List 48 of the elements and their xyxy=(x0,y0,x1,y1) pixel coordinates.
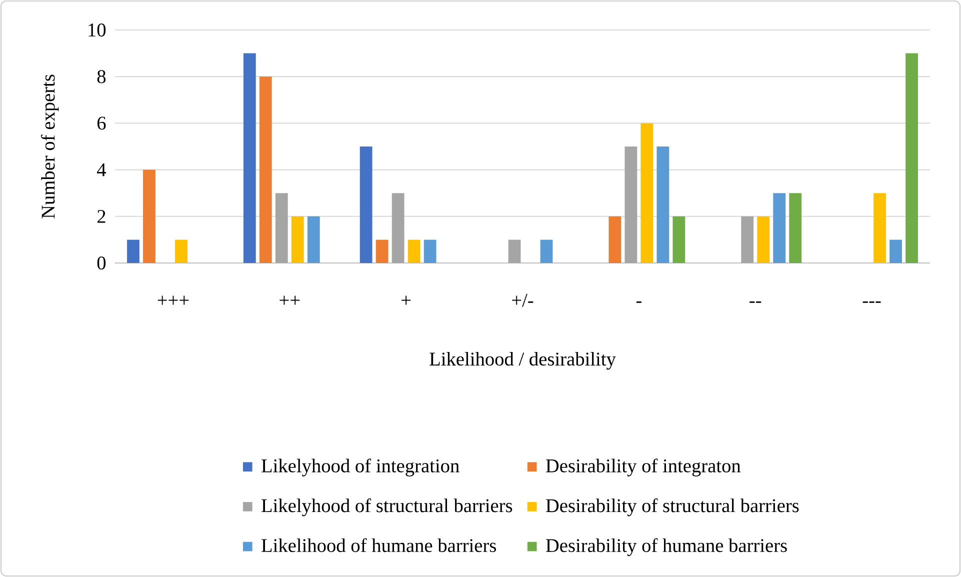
legend-label: Likelyhood of integration xyxy=(262,458,460,476)
x-tick-label: + xyxy=(402,296,411,305)
bar xyxy=(408,240,420,263)
bar xyxy=(392,193,404,263)
x-tick-label: ++ xyxy=(280,296,300,305)
bar xyxy=(360,146,372,263)
bar xyxy=(508,240,521,263)
x-tick-label: - xyxy=(636,301,642,303)
y-tick-label: 8 xyxy=(97,70,106,84)
y-tick-label: 2 xyxy=(97,210,106,223)
bar xyxy=(259,76,272,263)
bar xyxy=(640,123,654,263)
x-tick-label: --- xyxy=(862,301,881,303)
bar xyxy=(275,193,288,263)
bar xyxy=(789,193,802,263)
bar xyxy=(624,146,638,263)
x-tick-label: +++ xyxy=(158,296,189,305)
bar xyxy=(608,216,622,263)
x-tick-label: -- xyxy=(750,301,762,303)
bar xyxy=(890,240,902,263)
bar xyxy=(874,193,886,263)
y-tick-label: 10 xyxy=(88,23,106,37)
y-tick-label: 0 xyxy=(97,256,106,270)
bar xyxy=(127,240,140,263)
y-axis-title: Number of experts xyxy=(40,74,59,218)
y-tick-label: 4 xyxy=(97,163,106,176)
bar xyxy=(773,193,786,263)
y-tick-label: 6 xyxy=(97,116,106,130)
bar xyxy=(672,216,686,263)
x-axis-title: Likelihood / desirability xyxy=(430,352,616,370)
bar xyxy=(906,53,918,263)
x-tick-label: +/- xyxy=(512,294,534,307)
bar xyxy=(143,170,156,263)
legend-label: Likelyhood of structural barriers xyxy=(262,498,512,516)
bar xyxy=(757,216,770,263)
bar xyxy=(656,146,670,263)
bar xyxy=(291,216,304,263)
legend-label: Likelihood of humane barriers xyxy=(262,538,496,552)
bar xyxy=(307,216,320,263)
legend-label: Desirability of humane barriers xyxy=(546,538,787,556)
bar xyxy=(376,240,388,263)
legend-label: Desirability of integraton xyxy=(546,458,741,476)
bar xyxy=(243,53,256,263)
bar xyxy=(175,240,188,263)
legend-label: Desirability of structural barriers xyxy=(546,498,799,516)
bar xyxy=(540,240,553,263)
bar xyxy=(424,240,436,263)
bar xyxy=(741,216,754,263)
